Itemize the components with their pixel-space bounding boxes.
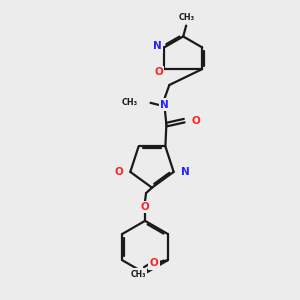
Text: CH₃: CH₃ bbox=[122, 98, 138, 107]
Text: O: O bbox=[154, 67, 163, 77]
Text: O: O bbox=[149, 258, 158, 268]
Text: N: N bbox=[160, 100, 169, 110]
Text: CH₃: CH₃ bbox=[179, 13, 195, 22]
Text: N: N bbox=[181, 167, 189, 177]
Text: O: O bbox=[191, 116, 200, 126]
Text: N: N bbox=[153, 41, 162, 51]
Text: O: O bbox=[141, 202, 149, 212]
Text: O: O bbox=[115, 167, 123, 177]
Text: CH₃: CH₃ bbox=[130, 270, 146, 279]
